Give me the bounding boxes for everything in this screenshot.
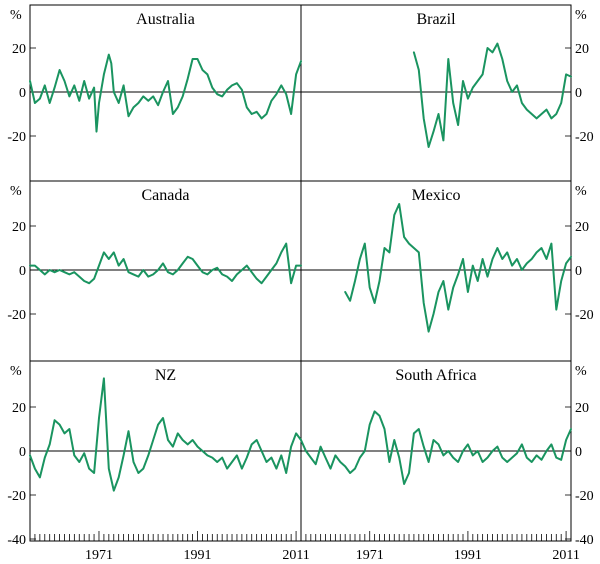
y-tick-label: -20	[7, 489, 26, 504]
unit-label: %	[10, 364, 22, 379]
unit-label: %	[10, 8, 22, 23]
panel-title: Brazil	[416, 11, 456, 28]
y-tick-label: 20	[12, 401, 26, 416]
unit-label: %	[575, 184, 587, 199]
unit-label: %	[575, 364, 587, 379]
series-line	[29, 377, 302, 492]
series-line	[300, 410, 572, 485]
y-tick-label: 0	[19, 445, 26, 460]
panel-title: Australia	[136, 11, 195, 28]
y-tick-label: 20	[575, 42, 589, 57]
y-tick-label: 0	[575, 264, 582, 279]
y-tick-label: 0	[575, 445, 582, 460]
x-tick-label: 1971	[356, 548, 384, 563]
series-line	[29, 242, 302, 285]
chart-series	[29, 42, 572, 492]
panel-title: South Africa	[395, 367, 476, 384]
y-tick-label: 20	[12, 42, 26, 57]
y-tick-label: -40	[575, 533, 594, 548]
panel-title: Canada	[142, 187, 190, 204]
y-tick-label: 0	[575, 86, 582, 101]
y-tick-label: -40	[7, 533, 26, 548]
y-tick-label: 20	[575, 220, 589, 235]
x-tick-label: 1991	[184, 548, 212, 563]
y-tick-label: 20	[575, 401, 589, 416]
chart-labels: 20 20 0 0 -20 -20% % 20 20 0 0 -20 -20% % 20 20 0 0 -20 -20…	[7, 8, 593, 563]
x-tick-label: 2011	[282, 548, 309, 563]
y-tick-label: -20	[575, 489, 594, 504]
series-line	[412, 42, 572, 148]
series-line	[344, 203, 572, 333]
y-tick-label: 0	[19, 86, 26, 101]
series-line	[29, 53, 302, 133]
panel-title: NZ	[155, 367, 176, 384]
chart-frame	[29, 4, 572, 542]
y-tick-label: -20	[7, 308, 26, 323]
y-tick-label: 20	[12, 220, 26, 235]
x-tick-label: 1991	[454, 548, 482, 563]
y-tick-label: -20	[575, 308, 594, 323]
y-tick-label: -20	[7, 130, 26, 145]
x-tick-label: 2011	[552, 548, 579, 563]
y-tick-label: -20	[575, 130, 594, 145]
x-tick-label: 1971	[85, 548, 113, 563]
unit-label: %	[575, 8, 587, 23]
unit-label: %	[10, 184, 22, 199]
panel-title: Mexico	[412, 187, 461, 204]
y-tick-label: 0	[19, 264, 26, 279]
